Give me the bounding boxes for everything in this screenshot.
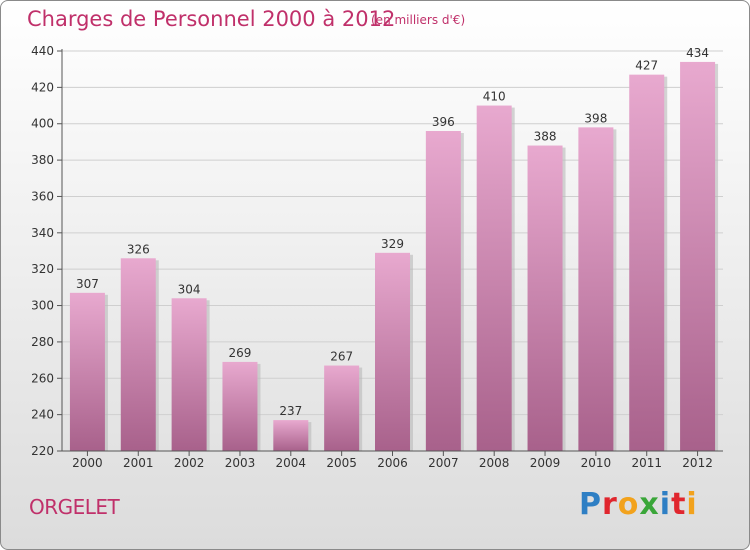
- x-tick-label: 2012: [682, 456, 713, 470]
- bar: [578, 127, 614, 451]
- bar: [273, 420, 309, 451]
- bar: [476, 105, 512, 451]
- bar-value-label: 237: [279, 404, 302, 418]
- bar: [629, 74, 665, 452]
- proxiti-logo[interactable]: Proxiti: [579, 487, 698, 522]
- bar-layer: 307 326 304 269 237 267 329 396 410 388 398 427 434: [69, 46, 719, 452]
- bar-value-label: 307: [76, 277, 99, 291]
- bar: [527, 145, 563, 451]
- bar-value-label: 410: [483, 90, 506, 104]
- y-tick-label: 420: [31, 80, 54, 94]
- x-tick-label: 2001: [123, 456, 154, 470]
- y-tick-label: 320: [31, 262, 54, 276]
- bar-value-label: 267: [330, 350, 353, 364]
- x-tick-label: 2000: [72, 456, 103, 470]
- bar-value-label: 427: [635, 59, 658, 73]
- logo-letter: x: [639, 487, 660, 522]
- logo-letter: i: [686, 487, 698, 522]
- x-tick-label: 2008: [479, 456, 510, 470]
- bar-value-label: 326: [127, 242, 150, 256]
- x-tick-label: 2006: [377, 456, 408, 470]
- logo-letter: P: [579, 487, 602, 522]
- bar-value-label: 396: [432, 115, 455, 129]
- logo-letter: t: [671, 487, 687, 522]
- bar: [324, 365, 360, 451]
- x-tick-label: 2007: [428, 456, 459, 470]
- chart-subtitle: (en milliers d'€): [371, 13, 466, 27]
- logo-letter: r: [602, 487, 618, 522]
- y-tick-label: 300: [31, 299, 54, 313]
- bar: [120, 258, 156, 451]
- commune-name: ORGELET: [29, 495, 120, 519]
- x-tick-label: 2003: [225, 456, 256, 470]
- bar-value-label: 388: [534, 130, 557, 144]
- y-tick-label: 400: [31, 117, 54, 131]
- bar-value-label: 398: [584, 111, 607, 125]
- bar: [222, 361, 258, 451]
- bar: [69, 292, 105, 451]
- x-tick-label: 2005: [326, 456, 357, 470]
- axis-layer: 220 240 260 280 300 320 340 360 380 400 420 440 2000…: [31, 44, 723, 470]
- bar-value-label: 329: [381, 237, 404, 251]
- y-tick-label: 440: [31, 44, 54, 58]
- bar-value-label: 269: [229, 346, 252, 360]
- x-tick-label: 2010: [581, 456, 612, 470]
- logo-letter: o: [617, 487, 640, 522]
- y-tick-label: 360: [31, 189, 54, 203]
- bar-value-label: 434: [686, 46, 709, 60]
- logo-letter: i: [659, 487, 672, 522]
- y-tick-label: 380: [31, 153, 54, 167]
- bar: [171, 298, 207, 451]
- chart-title: Charges de Personnel 2000 à 2012: [27, 7, 396, 31]
- x-tick-label: 2011: [631, 456, 662, 470]
- bar-value-label: 304: [178, 282, 201, 296]
- y-tick-label: 220: [31, 444, 54, 458]
- x-tick-label: 2004: [276, 456, 307, 470]
- y-tick-label: 340: [31, 226, 54, 240]
- bar: [680, 61, 716, 452]
- bar: [425, 131, 461, 451]
- y-tick-label: 240: [31, 408, 54, 422]
- y-tick-label: 260: [31, 371, 54, 385]
- x-tick-label: 2002: [174, 456, 205, 470]
- y-tick-label: 280: [31, 335, 54, 349]
- bar: [375, 252, 410, 451]
- x-tick-label: 2009: [530, 456, 561, 470]
